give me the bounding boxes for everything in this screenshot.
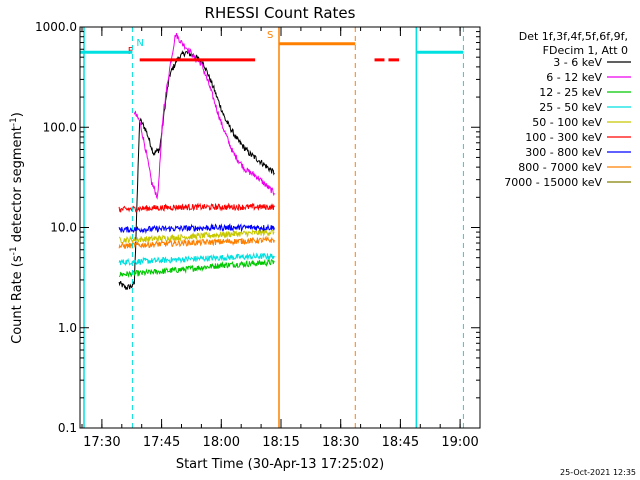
- series-line-12-25-kev: [118, 258, 275, 279]
- plot-frame: [79, 26, 481, 429]
- chart-title: RHESSI Count Rates: [205, 4, 356, 22]
- x-tick-label: 17:45: [143, 435, 180, 450]
- flag-layer: FSN: [80, 30, 464, 62]
- y-tick-label: 0.1: [58, 421, 77, 435]
- series-line-3-6-kev: [118, 49, 275, 290]
- x-tick-label: 19:00: [441, 435, 478, 450]
- series-line-100-300-kev: [118, 202, 275, 213]
- legend-entry-label: 50 - 100 keV: [532, 116, 602, 129]
- axes-layer: 0.1 1.0 10.0 100.0 1000.0 17:30 17:45 18:00 18:1…: [35, 20, 481, 450]
- series-line-6-12-kev: [133, 32, 275, 200]
- legend-entry-label: 300 - 800 keV: [525, 146, 602, 159]
- legend-entry-label: 3 - 6 keV: [553, 56, 602, 69]
- x-tick-label: 18:00: [203, 435, 240, 450]
- series-line-800-7000-kev: [118, 235, 275, 250]
- x-tick-label: 18:45: [382, 435, 419, 450]
- flag-label: S: [267, 30, 273, 41]
- x-tick-label: 18:30: [322, 435, 359, 450]
- y-axis-label-part: detector segment: [10, 126, 25, 246]
- legend-entry-label: 7000 - 15000 keV: [504, 176, 602, 189]
- x-tick-label: 17:30: [83, 435, 120, 450]
- y-axis-label: Count Rate (s-1 detector segment-1): [9, 112, 25, 344]
- vertical-line-layer: [83, 27, 464, 428]
- x-tick-label: 18:15: [262, 435, 299, 450]
- series-line-50-100-kev: [119, 227, 275, 244]
- y-axis-label-superscript: -1: [9, 117, 19, 126]
- legend-entry-label: 100 - 300 keV: [525, 131, 602, 144]
- legend-entry-label: 6 - 12 keV: [546, 71, 602, 84]
- series-layer: [118, 32, 275, 290]
- series-line-25-50-kev: [118, 251, 275, 267]
- y-tick-label: 1.0: [58, 321, 77, 335]
- y-tick-label: 1000.0: [35, 20, 77, 34]
- legend-entry-label: 25 - 50 keV: [539, 101, 602, 114]
- y-axis-label-superscript: -1: [9, 246, 19, 255]
- footer-timestamp: 25-Oct-2021 12:35: [560, 468, 636, 477]
- legend-header-line: Det 1f,3f,4f,5f,6f,9f,: [519, 30, 628, 43]
- y-tick-label: 100.0: [43, 120, 77, 134]
- legend-entry-label: 12 - 25 keV: [539, 86, 602, 99]
- y-tick-label: 10.0: [50, 221, 77, 235]
- y-axis-label-part: ): [10, 112, 25, 117]
- flag-label: N: [136, 38, 143, 49]
- series-line-300-800-kev: [118, 223, 275, 234]
- y-axis-label-part: Count Rate (s: [10, 255, 25, 344]
- legend: Det 1f,3f,4f,5f,6f,9f,FDecim 1, Att 03 -…: [504, 30, 631, 189]
- legend-entry-label: 800 - 7000 keV: [518, 161, 602, 174]
- x-axis-label: Start Time (30-Apr-13 17:25:02): [176, 457, 384, 472]
- legend-header-line: FDecim 1, Att 0: [543, 44, 628, 57]
